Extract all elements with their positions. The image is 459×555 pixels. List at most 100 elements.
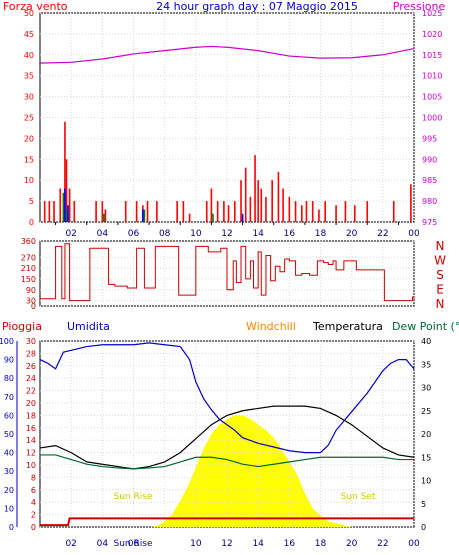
rain-tick-label: 26 [26,362,36,371]
left-tick-label: 15 [24,155,34,164]
wind-bar [64,188,66,222]
wind-bar [260,188,263,222]
humidity-tick-label: 50 [4,430,14,439]
wind-force-label: Forza vento [3,0,68,13]
left-tick-label: 35 [24,72,34,81]
temperature-tick-label: 25 [421,407,431,416]
wind-bar [48,201,51,222]
humidity-tick-label: 60 [4,411,14,420]
compass-letter: N [436,297,445,311]
x-tick-label: 22 [377,539,388,549]
humidity-tick-label: 10 [4,504,14,513]
wind-bar [305,201,308,222]
x-tick-label: 20 [346,539,358,549]
right-tick-label: 1005 [422,93,442,102]
wind-bar [68,188,71,222]
sunrise-annotation: Sun Rise [114,492,153,502]
wind-bar [101,201,104,222]
temp-axis-ticks: 0102030405060708090100024681012141618202… [0,337,431,549]
temperature-tick-label: 0 [421,523,426,532]
right-tick-label: 990 [422,155,437,164]
rain-tick-label: 14 [26,436,36,445]
wind-bar [240,180,242,222]
wind-bar [62,192,65,222]
rain-tick-label: 24 [26,374,36,383]
sunset-annotation: Sun Set [341,492,376,502]
x-tick-label: 10 [190,229,202,239]
right-tick-label: 1020 [422,30,442,39]
wind-bar [53,201,55,222]
x-tick-label: 12 [221,229,232,239]
wind-bar [142,209,144,222]
wind-grid [40,12,415,225]
wind-bar [43,201,46,222]
left-tick-label: 20 [24,134,34,143]
x-tick-label: 08 [159,229,171,239]
wind-bar [410,184,412,222]
wind-bar [146,201,149,222]
temperature-tick-label: 20 [421,430,431,439]
wind-bar [143,209,146,222]
x-tick-label: 10 [190,539,202,549]
right-tick-label: 1010 [422,72,442,81]
wind-bar [366,201,369,222]
wind-bar [265,196,267,222]
wind-bars [43,121,412,222]
wind-bar [271,180,273,222]
legend-humidity: Umidita [67,320,110,333]
wind-bar [205,201,208,222]
wind-pressure-panel: Forza vento 24 hour graph day : 07 Maggi… [3,0,445,239]
temperature-tick-label: 5 [421,500,426,509]
wind-bar [67,205,69,222]
umidita-series [39,342,415,454]
solar-radiation-area [152,415,352,527]
chart-title: 24 hour graph day : 07 Maggio 2015 [156,0,358,13]
wind-bar [223,201,225,222]
wind-bar [392,201,395,222]
legend-rain: Pioggia [2,320,42,333]
x-tick-label: 18 [315,229,327,239]
wind-bar [288,196,291,222]
wind-bar [241,213,244,222]
wind-bar [124,201,127,222]
temperature-tick-label: 15 [421,453,431,462]
x-tick-label: 02 [65,539,76,549]
wind-bar [95,201,97,222]
rain-tick-label: 0 [31,523,36,532]
x-tick-label: 16 [284,539,296,549]
sunrise-axis-label: Sun Rise [114,539,153,549]
left-tick-label: 5 [29,197,34,206]
x-tick-label: 00 [408,229,420,239]
temperature-tick-label: 40 [421,337,431,346]
left-tick-label: 150 [21,275,36,284]
rain-tick-label: 30 [26,337,36,346]
temperature-tick-label: 35 [421,360,431,369]
rain-tick-label: 16 [26,424,36,433]
wind-bar [311,201,314,222]
left-tick-label: 50 [24,9,34,18]
wind-bar [104,209,107,222]
compass-letter: W [434,254,446,268]
x-tick-label: 20 [346,229,358,239]
temperatura-series [39,405,415,470]
humidity-tick-label: 30 [4,467,14,476]
right-tick-label: 995 [422,134,437,143]
dewpoint-series [40,454,414,470]
humidity-tick-label: 100 [0,337,14,346]
left-tick-label: 25 [24,114,34,123]
left-tick-label: 30 [26,297,36,306]
wind-bar [318,209,320,222]
legend-dewpoint: Dew Point (°C [392,320,459,333]
x-tick-label: 04 [97,229,109,239]
rain-tick-label: 4 [31,498,36,507]
x-tick-label: 04 [97,539,109,549]
wind-bar [176,201,178,222]
wind-bar [103,213,105,222]
rain-tick-label: 8 [31,473,36,482]
x-tick-label: 14 [252,229,264,239]
rain-tick-label: 12 [26,449,36,458]
humidity-tick-label: 70 [4,393,14,402]
wind-bar [156,201,158,222]
right-tick-label: 985 [422,176,437,185]
